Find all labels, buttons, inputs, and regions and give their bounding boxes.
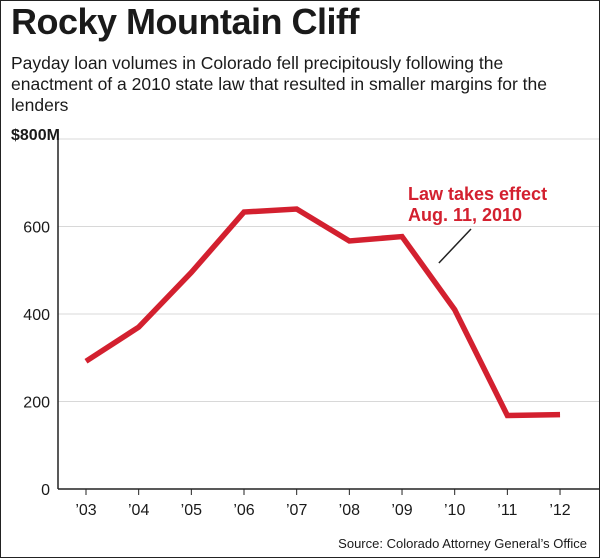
- x-axis-tick-labels: ’03 ’04 ’05 ’06 ’07 ’08 ’09 ’10 ’11 ’12: [75, 489, 571, 519]
- x-tick-label-8: ’11: [497, 502, 517, 519]
- chart-title: Rocky Mountain Cliff: [11, 1, 360, 42]
- x-tick-label-7: ’10: [444, 502, 465, 519]
- x-tick-label-0: ’03: [75, 502, 96, 519]
- x-tick-label-1: ’04: [128, 502, 149, 519]
- source-note: Source: Colorado Attorney General’s Offi…: [338, 536, 587, 551]
- y-tick-label-600: 600: [23, 220, 50, 237]
- annotation-line2: Aug. 11, 2010: [408, 205, 522, 225]
- x-tick-label-5: ’08: [339, 502, 360, 519]
- x-tick-label-6: ’09: [391, 502, 412, 519]
- annotation-line1: Law takes effect: [408, 184, 547, 204]
- y-tick-label-0: 0: [41, 482, 50, 499]
- y-tick-label-400: 400: [23, 307, 50, 324]
- y-tick-label-200: 200: [23, 395, 50, 412]
- y-axis-tick-labels: 0 200 400 600 $800M: [11, 127, 60, 499]
- y-tick-label-800: $800M: [11, 127, 60, 144]
- gridlines: [58, 138, 599, 402]
- axes: [57, 139, 599, 490]
- x-tick-label-2: ’05: [181, 502, 202, 519]
- series-line-0: [84, 206, 561, 419]
- annotation-leader-line: [438, 228, 472, 264]
- x-tick-label-9: ’12: [549, 502, 570, 519]
- series-layer: [84, 206, 561, 419]
- x-tick-label-4: ’07: [286, 502, 307, 519]
- chart-subtitle: Payday loan volumes in Colorado fell pre…: [11, 53, 547, 115]
- x-tick-label-3: ’06: [233, 502, 254, 519]
